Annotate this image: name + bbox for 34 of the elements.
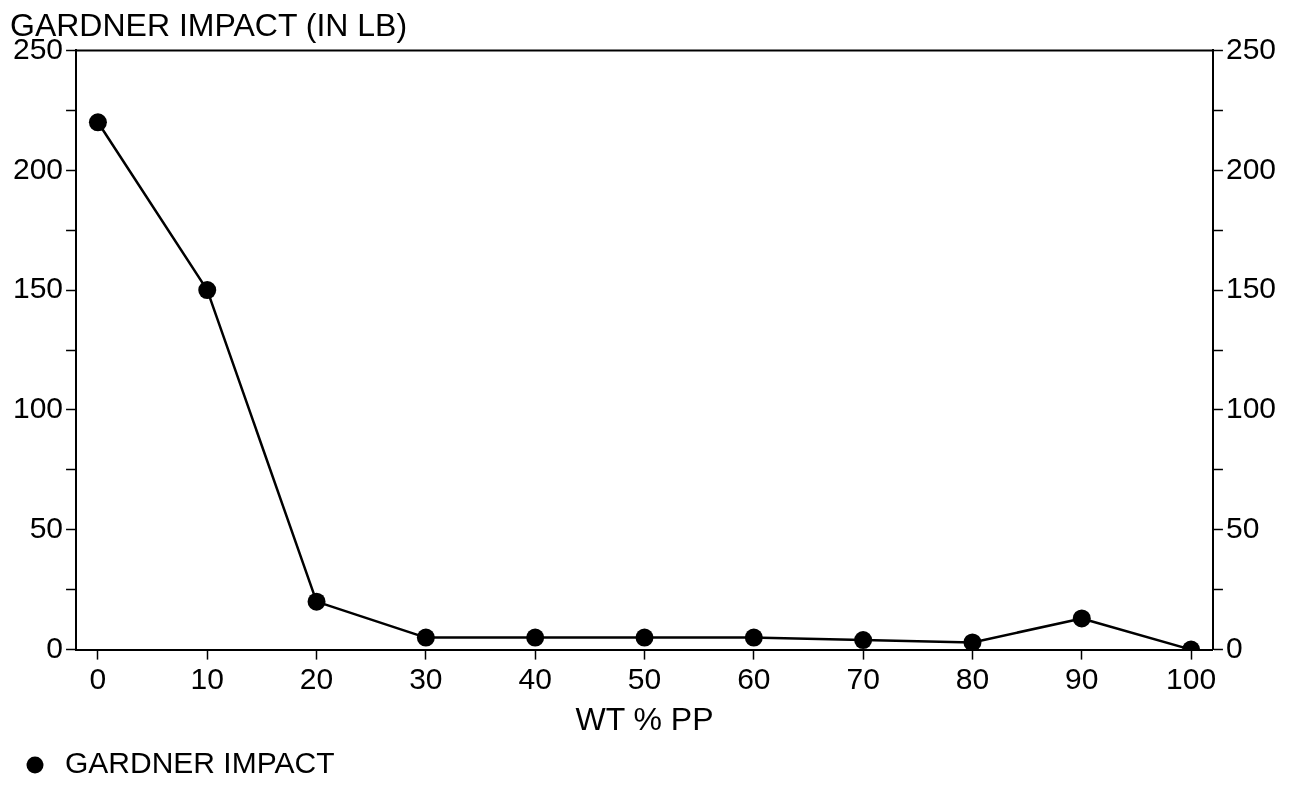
point xyxy=(744,628,763,647)
point xyxy=(88,113,107,132)
x-tick-label: 40 xyxy=(518,661,552,695)
x-tick-label: 50 xyxy=(627,661,662,695)
y2-tick-label: 250 xyxy=(1225,31,1277,65)
x-tick-label: 10 xyxy=(190,661,224,695)
x-axis-title: WT % PP xyxy=(575,700,714,737)
x-tick-label: 0 xyxy=(89,661,107,695)
legend-label: GARDNER IMPACT xyxy=(65,746,335,780)
x-tick-label: 20 xyxy=(299,661,334,695)
y2-tick-label: 0 xyxy=(1225,630,1243,664)
point xyxy=(1072,609,1091,628)
point xyxy=(307,592,326,611)
point xyxy=(854,631,873,650)
y2-tick-label: 50 xyxy=(1225,511,1260,545)
y-tick-label: 150 xyxy=(12,271,64,305)
x-tick-label: 80 xyxy=(955,661,990,695)
x-tick-label: 100 xyxy=(1166,661,1217,695)
x-tick-label: 90 xyxy=(1065,661,1099,695)
y-tick-label: 200 xyxy=(12,151,64,185)
y-tick-label: 0 xyxy=(46,630,64,664)
x-tick-label: 70 xyxy=(846,661,880,695)
y-tick-label: 50 xyxy=(29,511,64,545)
point xyxy=(635,628,654,647)
point xyxy=(198,281,217,300)
y2-tick-label: 150 xyxy=(1225,271,1277,305)
y2-tick-label: 200 xyxy=(1225,151,1277,185)
y-tick-label: 100 xyxy=(12,391,64,425)
point xyxy=(526,628,545,647)
x-tick-label: 30 xyxy=(409,661,443,695)
point xyxy=(416,628,435,647)
x-tick-label: 60 xyxy=(737,661,771,695)
y2-tick-label: 100 xyxy=(1225,391,1277,425)
point xyxy=(963,633,982,650)
